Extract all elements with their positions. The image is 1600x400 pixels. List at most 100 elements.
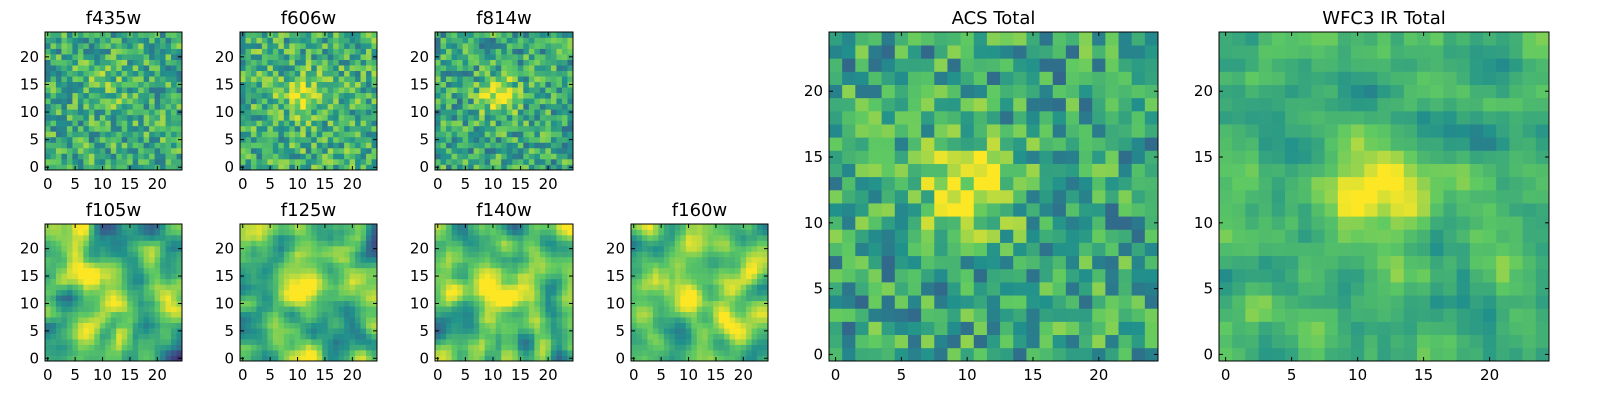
heatmap-cell: [283, 295, 290, 302]
heatmap-cell: [355, 103, 361, 110]
heatmap-cell: [561, 278, 568, 285]
heatmap-cell: [702, 273, 709, 280]
heatmap-cell: [534, 267, 541, 274]
heatmap-cell: [305, 32, 312, 38]
heatmap-cell: [479, 322, 486, 329]
heatmap-cell: [473, 76, 480, 83]
heatmap-cell: [685, 350, 692, 356]
heatmap-cell: [322, 59, 329, 66]
heatmap-cell: [154, 37, 161, 44]
heatmap-cell: [245, 48, 252, 55]
heatmap-cell: [55, 273, 62, 280]
heatmap-cell: [171, 87, 177, 94]
heatmap-cell: [468, 153, 474, 160]
heatmap-cell: [311, 256, 318, 263]
heatmap-cell: [250, 65, 257, 71]
heatmap-cell: [534, 229, 541, 236]
heatmap-cell: [1118, 308, 1133, 322]
heatmap-cell: [371, 333, 378, 340]
heatmap-cell: [171, 158, 177, 165]
heatmap-cell: [61, 306, 68, 313]
heatmap-cell: [72, 87, 79, 94]
heatmap-cell: [451, 317, 458, 323]
heatmap-cell: [55, 98, 62, 105]
heatmap-cell: [479, 306, 486, 313]
heatmap-cell: [66, 48, 73, 55]
heatmap-cell: [240, 37, 246, 44]
heatmap-cell: [457, 147, 463, 154]
heatmap-cell: [143, 295, 150, 302]
heatmap-cell: [556, 54, 563, 60]
y-tick-label: 20: [215, 240, 234, 258]
heatmap-cell: [72, 234, 79, 241]
heatmap-cell: [360, 54, 367, 60]
heatmap-cell: [440, 114, 447, 121]
heatmap-cell: [99, 136, 106, 143]
heatmap-cell: [451, 125, 458, 132]
heatmap-cell: [171, 267, 177, 274]
heatmap-cell: [121, 92, 128, 99]
heatmap-cell: [349, 350, 356, 356]
heatmap-cell: [105, 65, 112, 71]
heatmap-cell: [512, 87, 519, 94]
heatmap-cell: [746, 278, 752, 285]
heatmap-cell: [696, 339, 703, 345]
heatmap-cell: [110, 98, 117, 105]
heatmap-cell: [829, 229, 843, 243]
heatmap-cell: [735, 229, 741, 236]
heatmap-cell: [138, 256, 144, 263]
heatmap-cell: [344, 289, 350, 296]
heatmap-cell: [868, 189, 882, 204]
heatmap-cell: [641, 278, 648, 285]
heatmap-cell: [523, 87, 530, 94]
heatmap-cell: [322, 125, 329, 132]
heatmap-cell: [680, 251, 687, 258]
heatmap-cell: [636, 234, 643, 241]
heatmap-cell: [300, 59, 307, 66]
heatmap-cell: [523, 109, 530, 116]
heatmap-cell: [338, 120, 345, 127]
heatmap-cell: [757, 240, 763, 247]
heatmap-cell: [960, 242, 975, 257]
heatmap-cell: [94, 317, 101, 323]
heatmap-cell: [138, 355, 144, 362]
heatmap-cell: [289, 328, 296, 334]
heatmap-cell: [283, 153, 290, 160]
heatmap-cell: [355, 256, 361, 263]
heatmap-cell: [160, 267, 166, 274]
heatmap-cell: [240, 98, 246, 105]
heatmap-cell: [165, 322, 172, 329]
heatmap-cell: [1065, 347, 1080, 362]
heatmap-cell: [534, 120, 541, 127]
heatmap-cell: [338, 76, 345, 83]
heatmap-cell: [674, 339, 681, 345]
heatmap-cell: [550, 103, 557, 110]
heatmap-cell: [143, 76, 150, 83]
heatmap-cell: [724, 262, 730, 269]
heatmap-cell: [1065, 268, 1080, 283]
heatmap-cell: [327, 251, 334, 258]
heatmap-cell: [707, 240, 714, 247]
heatmap-cell: [1026, 163, 1040, 178]
heatmap-cell: [528, 136, 535, 143]
heatmap-cell: [272, 224, 279, 230]
heatmap-cell: [1092, 203, 1106, 217]
heatmap-cell: [556, 153, 563, 160]
heatmap-cell: [1013, 282, 1027, 296]
heatmap-cell: [921, 268, 935, 283]
heatmap-cell: [278, 350, 285, 356]
heatmap-cell: [300, 153, 307, 160]
heatmap-cell: [127, 120, 134, 127]
heatmap-cell: [160, 76, 166, 83]
heatmap-cell: [881, 242, 896, 257]
heatmap-cell: [1065, 334, 1080, 349]
heatmap-cell: [327, 344, 334, 351]
heatmap-cell: [61, 92, 68, 99]
heatmap-cell: [250, 92, 257, 99]
heatmap-cell: [506, 234, 513, 241]
heatmap-cell: [366, 262, 372, 269]
heatmap-cell: [305, 92, 312, 99]
heatmap-cell: [327, 65, 334, 71]
heatmap-cell: [360, 344, 367, 351]
heatmap-cell: [528, 306, 535, 313]
